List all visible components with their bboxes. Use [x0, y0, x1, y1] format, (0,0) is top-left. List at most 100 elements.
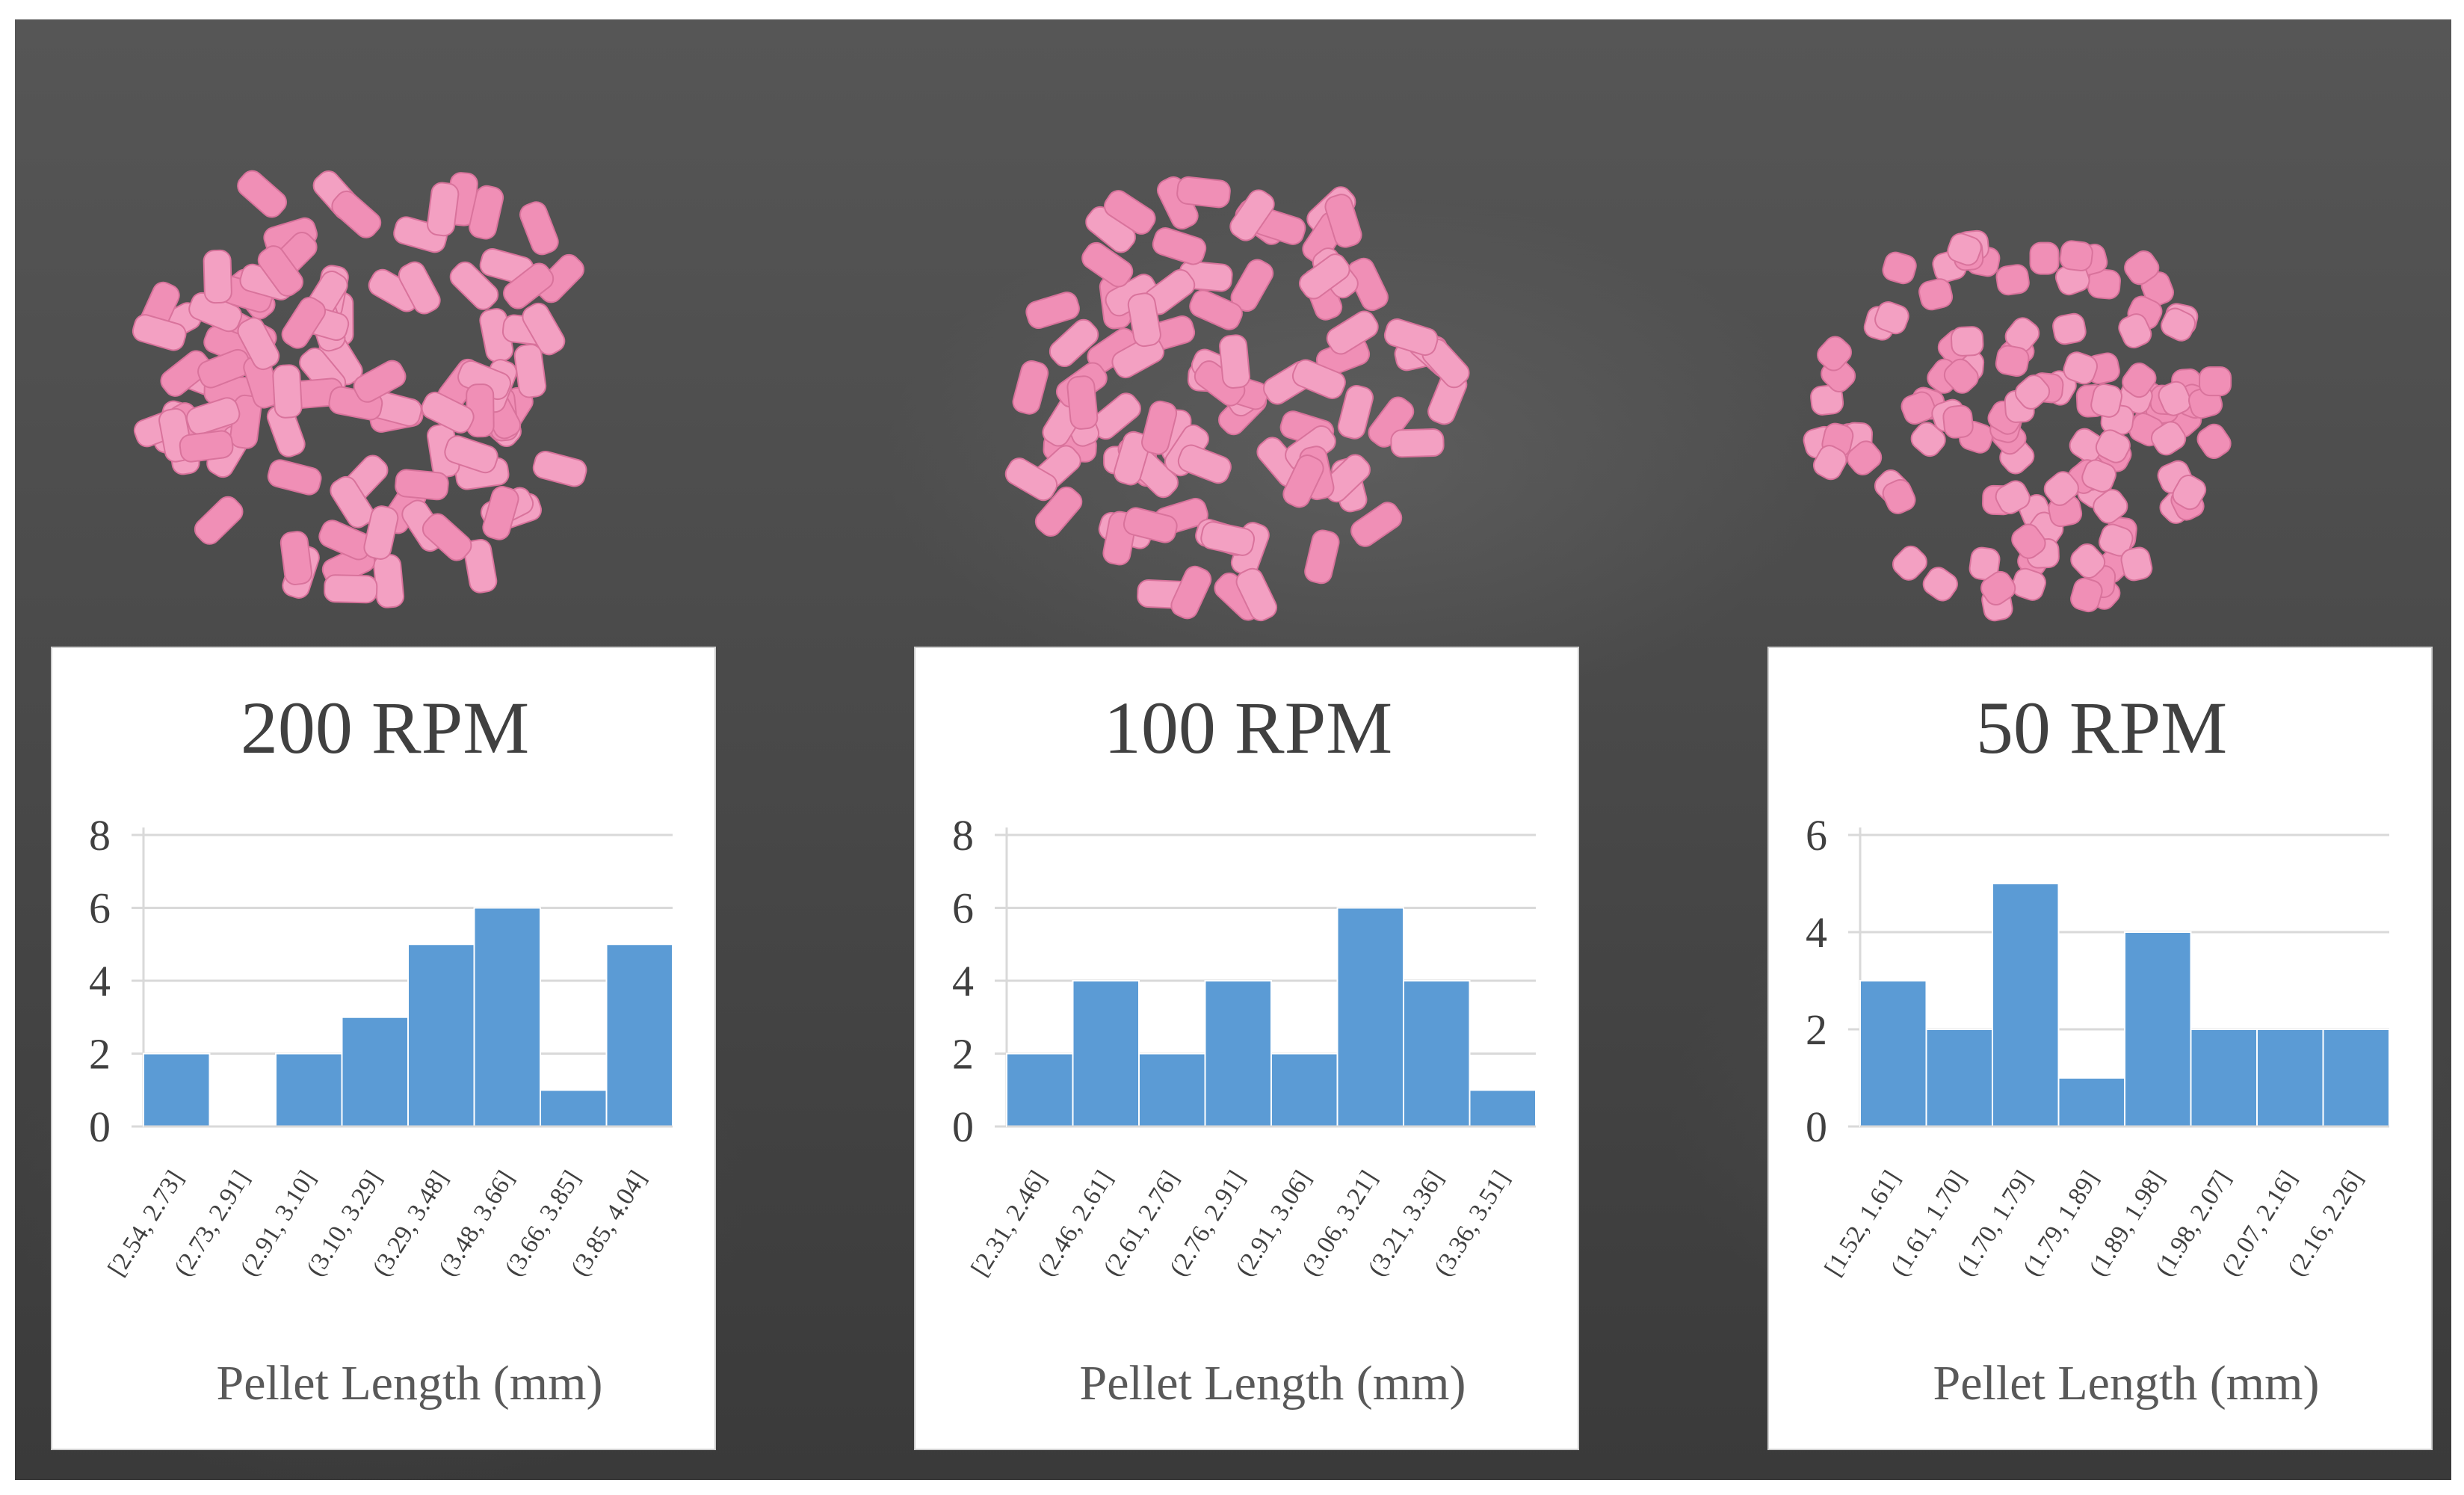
bar — [1072, 980, 1140, 1127]
pellet — [2095, 429, 2131, 463]
pellet — [2196, 423, 2232, 459]
bar — [341, 1016, 409, 1127]
pellet — [1995, 345, 2030, 377]
pellet — [1951, 326, 1984, 357]
pellet — [1111, 335, 1165, 379]
pellet — [281, 296, 327, 349]
y-tick-label: 4 — [1806, 908, 1827, 957]
histogram-panel-200rpm: 200 RPM 0 2 4 6 8 [2.54, 2.73] (2.73, 2.91] (2.9… — [51, 647, 716, 1450]
pellet — [1969, 546, 2001, 581]
bar — [143, 1052, 211, 1127]
pellet — [1200, 521, 1256, 556]
pellet — [422, 513, 472, 561]
chart-title: 100 RPM — [1104, 686, 1392, 769]
pellet — [2014, 374, 2051, 410]
pellet — [2172, 475, 2207, 511]
pellet — [1127, 292, 1161, 348]
pellet — [1299, 253, 1350, 300]
y-tick-label: 0 — [952, 1103, 974, 1151]
x-axis-label: Pellet Length (mm) — [217, 1356, 603, 1411]
pellet — [1980, 570, 2016, 606]
bar — [1204, 980, 1272, 1127]
bar — [1859, 980, 1927, 1127]
pellet — [1847, 440, 1883, 475]
histogram-panel-50rpm: 50 RPM 0 2 4 6 [1.52, 1.61] (1.61, 1.70] (1.70,… — [1767, 647, 2433, 1450]
y-tick-label: 2 — [952, 1030, 974, 1079]
bar — [275, 1052, 343, 1127]
bar — [1469, 1089, 1537, 1127]
pellet — [1123, 507, 1178, 543]
pellet — [2151, 421, 2187, 456]
pellet — [1291, 359, 1346, 399]
pellet — [2118, 313, 2152, 349]
bar — [1270, 1052, 1338, 1127]
x-axis-label: Pellet Length (mm) — [1933, 1356, 2320, 1411]
pellet — [237, 170, 287, 218]
bar — [1403, 980, 1471, 1127]
pellet — [1892, 545, 1927, 581]
pellet — [2161, 307, 2196, 342]
pellet — [1066, 375, 1099, 430]
pellet — [421, 391, 475, 434]
pellet — [373, 554, 405, 608]
pellet — [1049, 318, 1099, 368]
pellet — [1034, 486, 1083, 537]
pellet — [132, 314, 187, 351]
pellet — [267, 459, 322, 496]
pellet — [324, 574, 378, 604]
bar — [540, 1089, 608, 1127]
pellet — [2070, 543, 2106, 579]
pellet — [1104, 190, 1156, 235]
pellet — [1901, 391, 1936, 425]
bar — [605, 943, 673, 1127]
bar — [473, 907, 541, 1127]
y-tick-label: 4 — [952, 957, 974, 1005]
pellet — [1922, 567, 1958, 602]
pellet — [257, 245, 304, 297]
pellet — [280, 531, 313, 585]
pellet — [1390, 428, 1445, 458]
pellet — [1219, 334, 1251, 389]
histogram-panel-100rpm: 100 RPM 0 2 4 6 8 [2.31, 2.46] (2.46, 2.61] (2.6… — [914, 647, 1579, 1450]
pellet — [1025, 292, 1080, 330]
pellet — [1918, 278, 1954, 311]
pellet — [463, 538, 498, 594]
pellet — [2059, 240, 2093, 271]
x-axis-label: Pellet Length (mm) — [1080, 1356, 1466, 1411]
pellet — [398, 261, 441, 315]
y-tick-label: 8 — [89, 811, 111, 860]
chart-title: 200 RPM — [241, 686, 529, 769]
pellet — [1817, 336, 1852, 372]
y-tick-label: 0 — [89, 1103, 111, 1151]
pellet — [2099, 523, 2134, 557]
pellet — [2199, 366, 2232, 397]
bar — [2124, 931, 2192, 1127]
pellet — [1141, 400, 1178, 455]
pellet — [1324, 194, 1362, 248]
pellet — [2122, 362, 2157, 398]
pellet — [1152, 227, 1207, 265]
pellet — [532, 450, 587, 487]
pellet — [353, 360, 407, 403]
pellet — [395, 469, 449, 501]
pellet — [519, 201, 559, 256]
y-tick-label: 6 — [89, 884, 111, 933]
pellet-pile-1 — [1004, 176, 1470, 622]
pellet — [2093, 489, 2128, 524]
pellet — [1882, 251, 1917, 285]
bar — [2057, 1077, 2125, 1127]
pellet — [1947, 232, 1982, 266]
pellet — [272, 364, 303, 419]
pellet — [2090, 383, 2122, 418]
pellet — [2011, 567, 2046, 601]
pellet — [237, 317, 280, 371]
pellet — [1995, 264, 2030, 296]
y-tick-label: 8 — [952, 811, 974, 860]
pellet — [2081, 459, 2116, 493]
pellet — [1304, 529, 1340, 585]
bar — [2322, 1029, 2390, 1127]
pellet — [2043, 471, 2079, 506]
